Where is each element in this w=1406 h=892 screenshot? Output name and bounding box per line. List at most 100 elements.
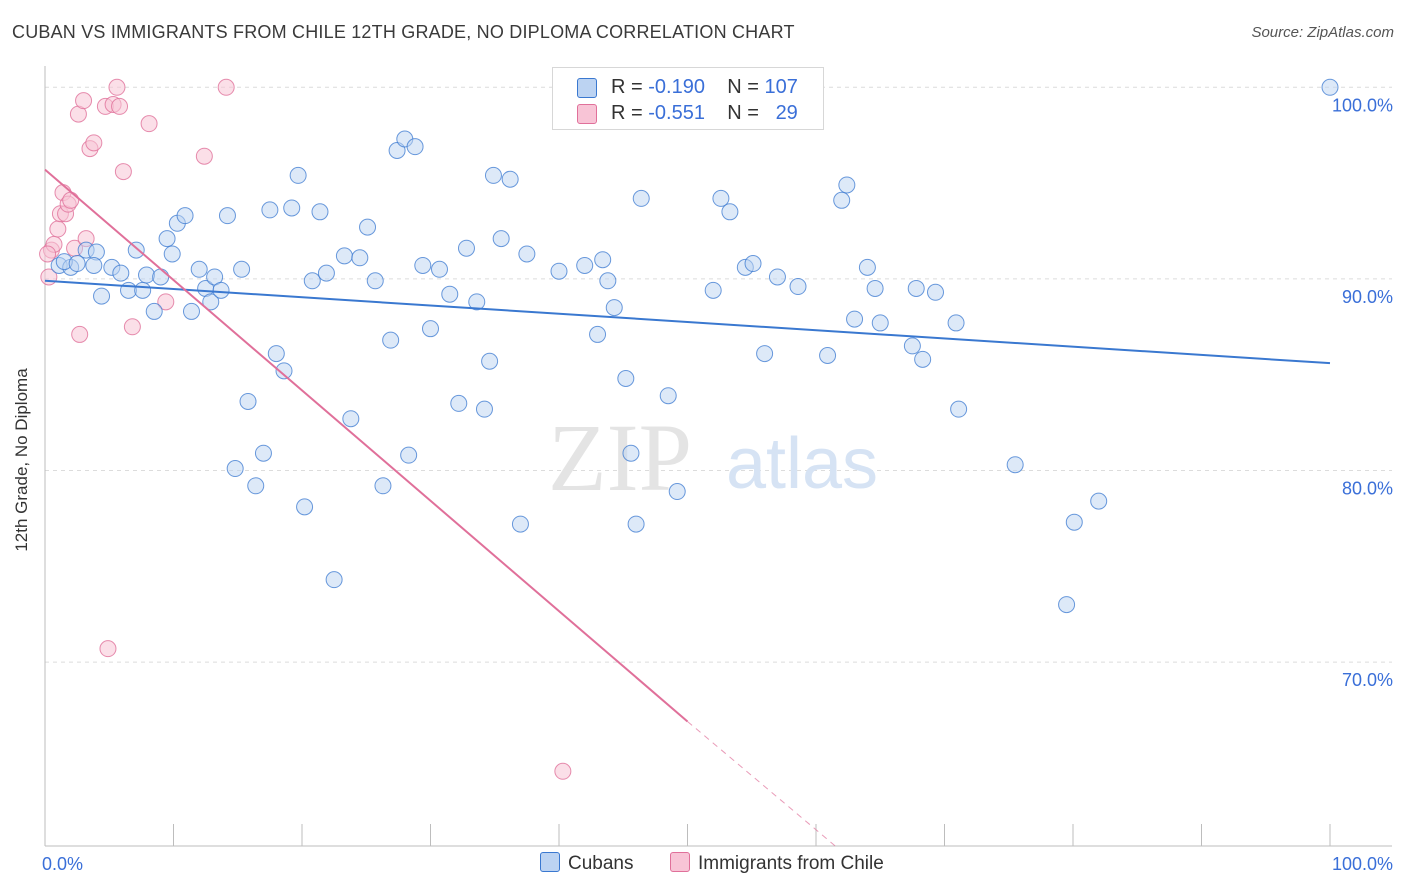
cubans-point: [632, 189, 650, 207]
chile-point: [39, 245, 57, 263]
cubans-point: [158, 230, 176, 248]
cubans-point: [68, 255, 86, 273]
cubans-point: [668, 483, 686, 501]
legend-n-value-chile: 29: [775, 102, 798, 124]
cubans-point: [374, 477, 392, 495]
cubans-point: [441, 285, 459, 303]
cubans-point: [1321, 78, 1339, 96]
chile-point: [140, 115, 158, 133]
chile-point: [157, 293, 175, 311]
cubans-point: [382, 331, 400, 349]
cubans-point: [226, 460, 244, 478]
chile-point: [99, 640, 117, 658]
bottom-legend-label-chile: Immigrants from Chile: [698, 853, 884, 874]
cubans-point: [163, 245, 181, 263]
cubans-point: [846, 310, 864, 328]
watermark-zip: ZIP: [548, 404, 692, 511]
cubans-point: [283, 199, 301, 217]
cubans-point: [712, 189, 730, 207]
x-tick-label-max: 100.0%: [1332, 854, 1393, 874]
cubans-point: [866, 279, 884, 297]
cubans-point: [627, 515, 645, 533]
legend-n-value-cubans: 107: [764, 76, 798, 98]
cubans-point: [134, 281, 152, 299]
source-credit: Source: ZipAtlas.com: [1251, 24, 1394, 41]
cubans-point: [247, 477, 265, 495]
legend-n-label: N =: [727, 102, 759, 124]
chart-title: CUBAN VS IMMIGRANTS FROM CHILE 12TH GRAD…: [12, 22, 795, 42]
cubans-point: [342, 410, 360, 428]
cubans-point: [511, 515, 529, 533]
cubans-point: [267, 345, 285, 363]
chile-point: [111, 97, 129, 115]
cubans-point: [819, 347, 837, 365]
cubans-point: [182, 302, 200, 320]
y-tick-label: 100.0%: [1332, 95, 1393, 115]
cubans-point: [907, 279, 925, 297]
cubans-point: [450, 394, 468, 412]
legend-r-label: R =: [611, 76, 643, 98]
chile-point: [49, 220, 67, 238]
chile-point: [108, 78, 126, 96]
cubans-point: [594, 251, 612, 269]
cubans-point: [311, 203, 329, 221]
cubans-point: [475, 400, 493, 418]
trend-lines: [44, 168, 1331, 847]
cubans-point: [550, 262, 568, 280]
cubans-point: [190, 260, 208, 278]
legend-swatch-pink: [577, 104, 597, 124]
cubans-point: [589, 325, 607, 343]
chile-point: [217, 78, 235, 96]
cubans-point: [152, 268, 170, 286]
cubans-point: [927, 283, 945, 301]
cubans-point: [212, 281, 230, 299]
watermark: ZIP atlas: [548, 404, 878, 511]
cubans-point: [501, 170, 519, 188]
cubans-point: [1006, 456, 1024, 474]
cubans-point: [492, 230, 510, 248]
pink-series-points: [39, 78, 572, 780]
cubans-point: [303, 272, 321, 290]
chile-point: [123, 318, 141, 336]
chile-point: [114, 163, 132, 181]
bottom-legend-label-cubans: Cubans: [568, 853, 634, 874]
chile-point: [195, 147, 213, 165]
cubans-point: [1065, 513, 1083, 531]
bottom-legend-swatch-blue: [540, 852, 560, 872]
cubans-point: [93, 287, 111, 305]
y-tick-label: 70.0%: [1342, 670, 1393, 690]
cubans-point: [202, 293, 220, 311]
cubans-point: [704, 281, 722, 299]
cubans-point: [359, 218, 377, 236]
cubans-point: [406, 138, 424, 156]
chile-point: [62, 191, 80, 209]
cubans-point: [275, 362, 293, 380]
cubans-point: [289, 166, 307, 184]
cubans-point: [1090, 492, 1108, 510]
bottom-legend-chile: Immigrants from Chile: [670, 852, 884, 875]
correlation-legend: R = -0.190 N = 107 R = -0.551 N = 29: [552, 67, 824, 130]
cubans-point: [484, 166, 502, 184]
cubans-point: [261, 201, 279, 219]
cubans-point: [400, 446, 418, 464]
chile-trend-extension: [687, 721, 836, 847]
cubans-point: [351, 249, 369, 267]
cubans-point: [871, 314, 889, 332]
bottom-legend-swatch-pink: [670, 852, 690, 872]
legend-r-value-chile: -0.551: [648, 102, 705, 124]
cubans-point: [127, 241, 145, 259]
cubans-point: [145, 302, 163, 320]
cubans-point: [721, 203, 739, 221]
cubans-point: [518, 245, 536, 263]
cubans-point: [756, 345, 774, 363]
cubans-point: [622, 444, 640, 462]
cubans-point: [576, 256, 594, 274]
cubans-point: [120, 281, 138, 299]
cubans-point: [617, 369, 635, 387]
chile-point: [75, 92, 93, 110]
cubans-point: [659, 387, 677, 405]
axes: [44, 66, 1392, 847]
cubans-point: [768, 268, 786, 286]
bottom-legend-cubans: Cubans: [540, 852, 634, 875]
cubans-point: [112, 264, 130, 282]
